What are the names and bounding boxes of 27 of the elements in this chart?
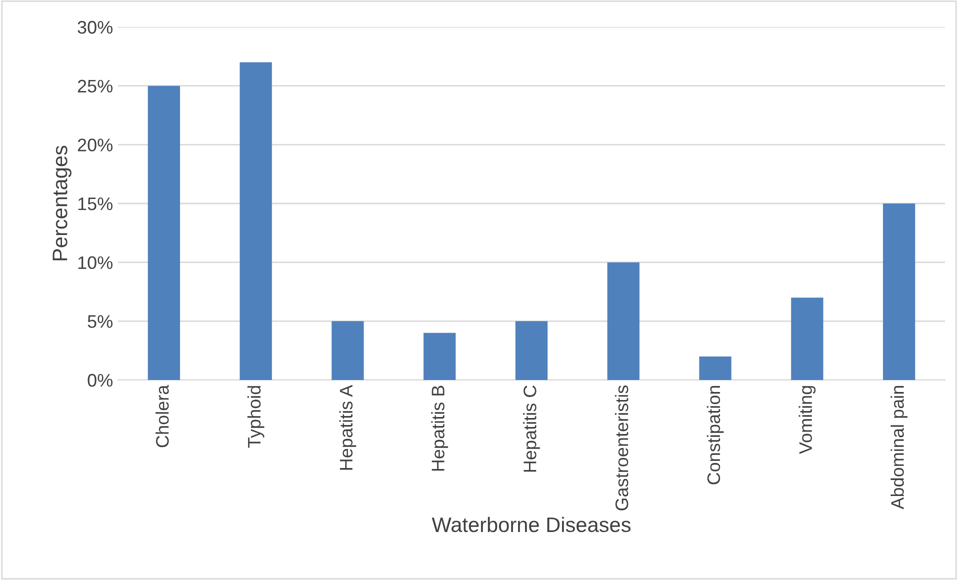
bar [515,321,548,380]
x-tick-label: Hepatitis B [431,386,448,471]
y-tick-label: 10% [78,256,112,270]
x-axis-title: Waterborne Diseases [432,516,631,532]
bar [882,204,916,380]
bar [148,86,180,380]
x-tick-label: Hepatitis C [523,386,540,472]
y-tick-label: 25% [78,80,112,93]
y-axis-title: Percentages [52,146,72,260]
bar [791,298,824,380]
bar [332,321,364,380]
y-tick-label: 30% [78,20,112,34]
bar [699,356,732,380]
y-tick-label: 5% [88,315,112,328]
x-tick-label: Abdominal pain [890,386,908,510]
x-tick-label: Typhoid [247,386,264,448]
bar [424,332,456,380]
x-tick-label: Gastroenteristis [614,386,628,510]
x-tick-label: Constipation [706,386,724,484]
x-tick-label: Cholera [156,384,169,448]
x-tick-label: Vomiting [798,386,816,454]
bar [607,262,640,380]
y-tick-label: 20% [78,138,112,152]
bar [240,62,272,380]
y-tick-label: 0% [88,374,112,387]
y-tick-label: 15% [78,198,112,210]
x-tick-label: Hepatitis A [339,384,356,470]
